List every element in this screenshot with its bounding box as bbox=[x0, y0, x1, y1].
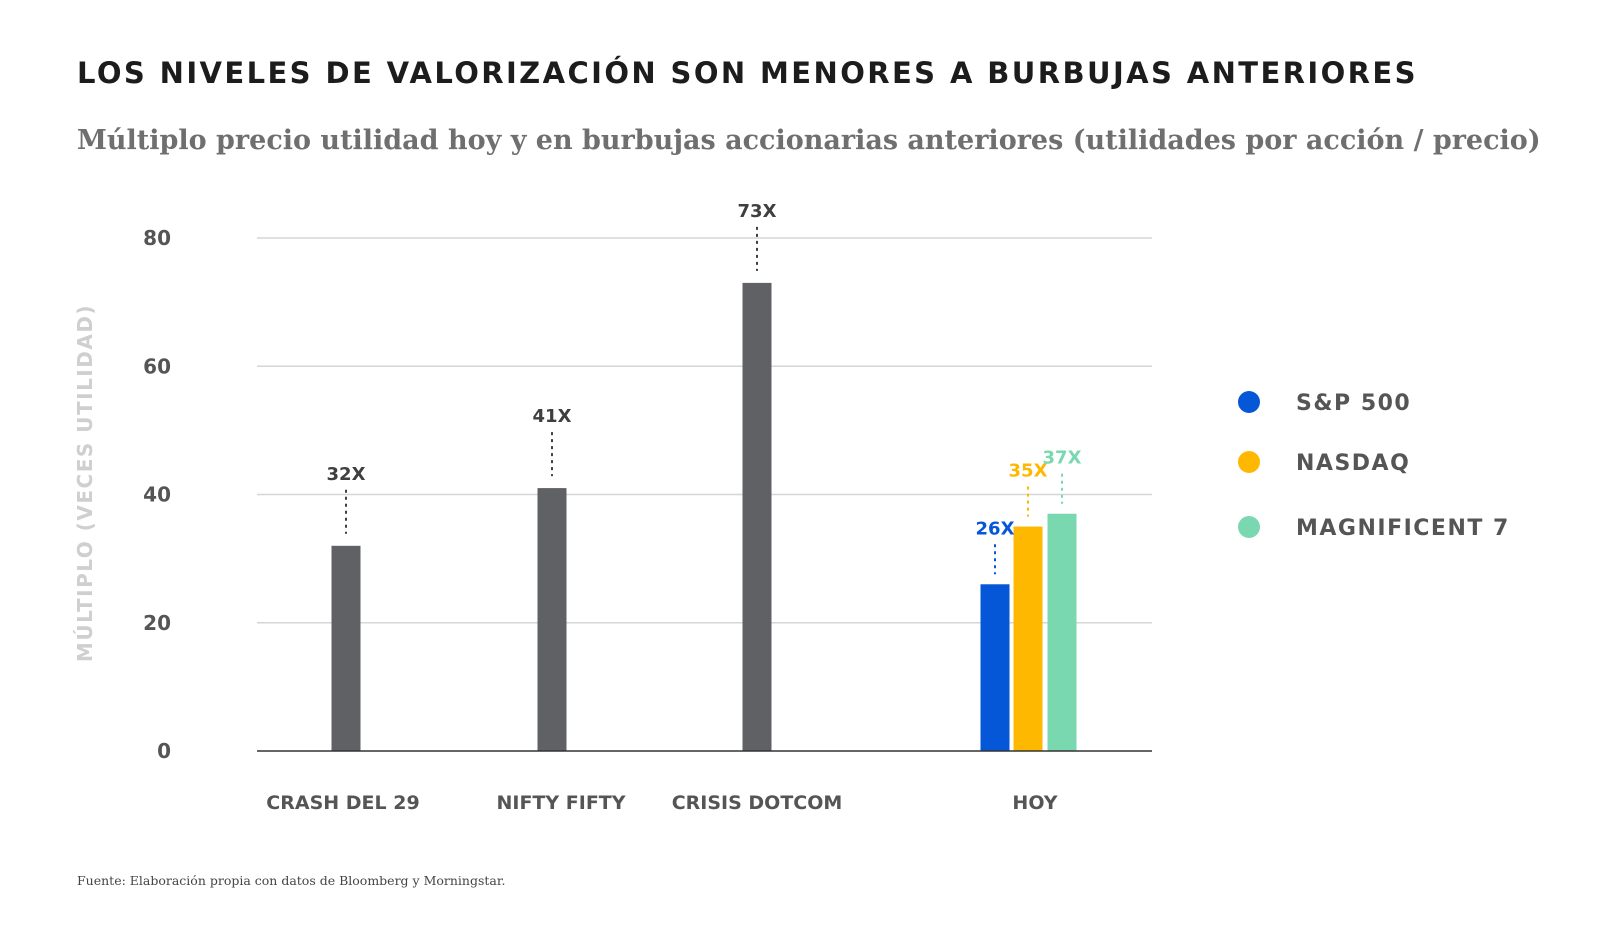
legend-label: NASDAQ bbox=[1296, 451, 1410, 476]
x-axis-ticks: CRASH DEL 29 NIFTY FIFTY CRISIS DOTCOM HOY bbox=[266, 792, 1058, 814]
legend-swatch bbox=[1238, 391, 1260, 413]
y-axis-ticks: 0 20 40 60 80 bbox=[143, 226, 171, 763]
y-tick-label: 80 bbox=[143, 226, 171, 250]
y-tick-label: 40 bbox=[143, 483, 171, 507]
bar bbox=[1047, 513, 1077, 751]
x-tick-label: HOY bbox=[1012, 792, 1057, 814]
legend: S&P 500 NASDAQ MAGNIFICENT 7 bbox=[1238, 391, 1510, 541]
bar bbox=[537, 488, 567, 751]
data-label: 37X bbox=[1043, 448, 1082, 469]
chart-subtitle: Múltiplo precio utilidad hoy y en burbuj… bbox=[77, 125, 1541, 156]
data-label: 73X bbox=[738, 201, 777, 222]
source-note: Fuente: Elaboración propia con datos de … bbox=[77, 873, 506, 888]
x-tick-label: CRASH DEL 29 bbox=[266, 792, 419, 814]
bar bbox=[331, 545, 361, 751]
legend-label: S&P 500 bbox=[1296, 391, 1411, 416]
x-tick-label: NIFTY FIFTY bbox=[496, 792, 625, 814]
data-label: 26X bbox=[976, 518, 1015, 539]
y-tick-label: 60 bbox=[143, 354, 171, 378]
data-label: 41X bbox=[533, 406, 572, 427]
data-label: 32X bbox=[327, 464, 366, 485]
bar bbox=[742, 282, 772, 751]
bar bbox=[980, 584, 1010, 751]
legend-label: MAGNIFICENT 7 bbox=[1296, 516, 1510, 541]
y-tick-label: 0 bbox=[157, 739, 171, 763]
legend-swatch bbox=[1238, 451, 1260, 473]
bar bbox=[1013, 526, 1043, 751]
chart-title: LOS NIVELES DE VALORIZACIÓN SON MENORES … bbox=[77, 56, 1418, 90]
x-tick-label: CRISIS DOTCOM bbox=[672, 792, 843, 814]
legend-swatch bbox=[1238, 516, 1260, 538]
data-label: 35X bbox=[1009, 461, 1048, 482]
y-axis-label: MÚLTIPLO (VECES UTILIDAD) bbox=[73, 304, 97, 662]
y-tick-label: 20 bbox=[143, 611, 171, 635]
bars bbox=[331, 282, 1077, 751]
